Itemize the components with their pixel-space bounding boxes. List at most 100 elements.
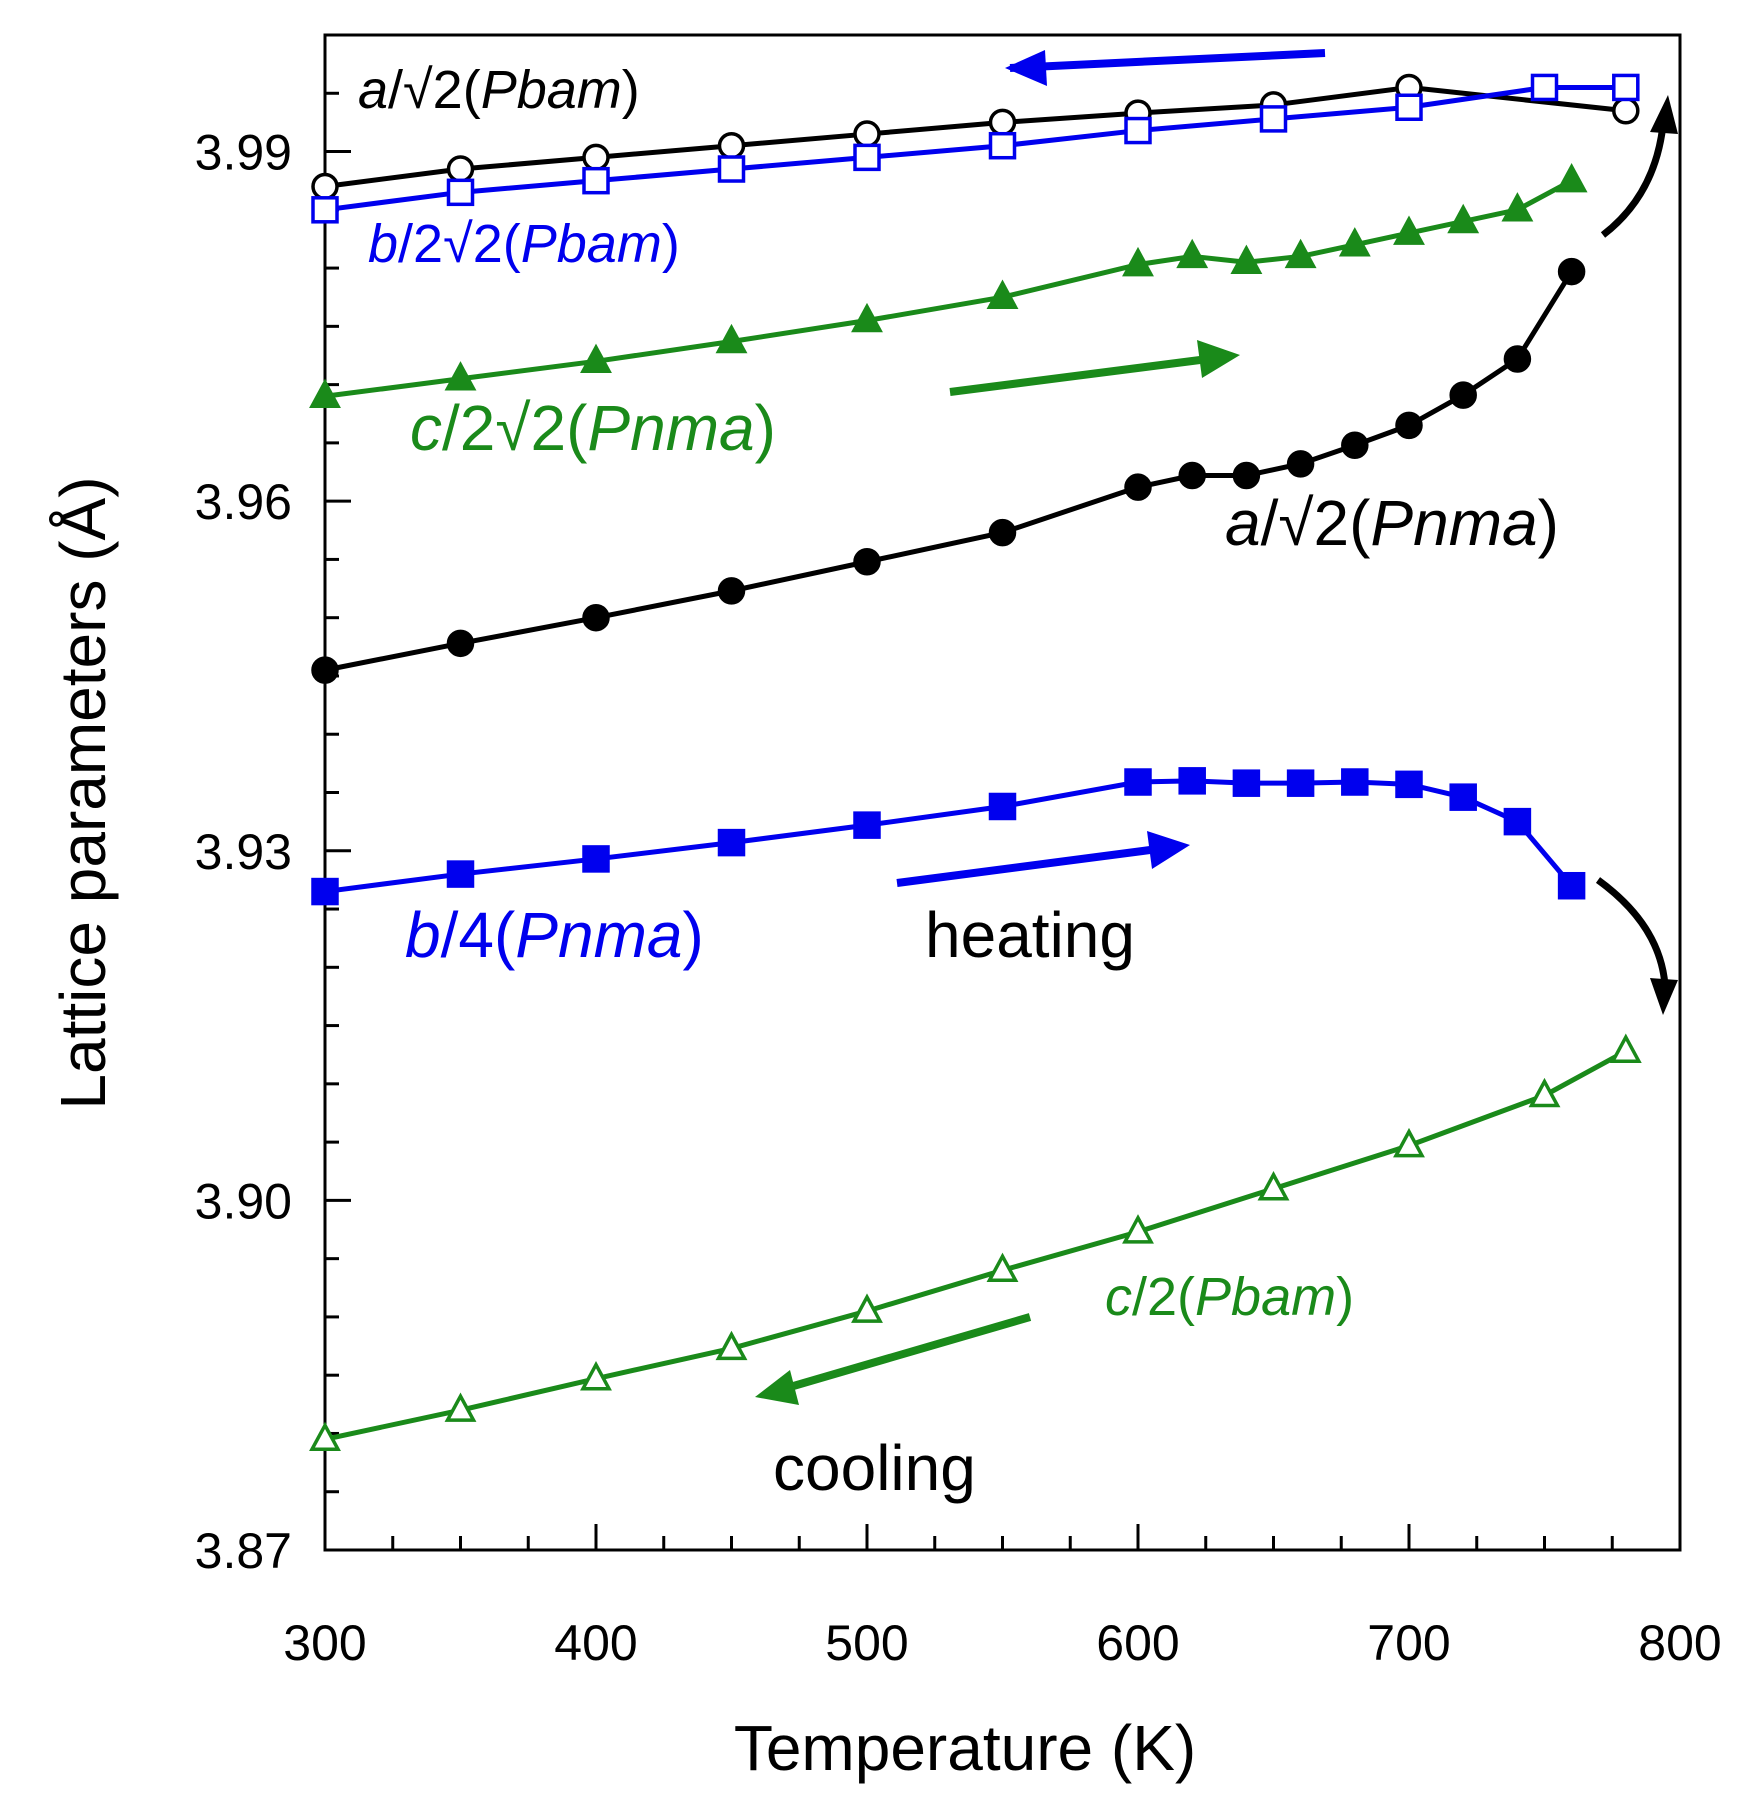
cooling-arrow-top-head xyxy=(1005,50,1047,86)
transition-arrow-top xyxy=(1600,124,1667,238)
data-point xyxy=(1528,1077,1561,1108)
y-axis-title: Lattice parameters (Å) xyxy=(47,476,119,1109)
x-tick-label: 700 xyxy=(1367,1615,1450,1671)
data-point xyxy=(1557,871,1586,900)
heating-arrow-green-head xyxy=(1197,340,1240,378)
data-point xyxy=(717,828,746,857)
y-tick-labels: 3.87 3.90 3.93 3.96 3.99 xyxy=(195,125,292,1579)
data-point xyxy=(311,656,339,684)
data-point xyxy=(1286,450,1315,478)
cooling-arrow-bottom-head xyxy=(755,1370,799,1405)
data-point xyxy=(582,166,610,195)
data-point xyxy=(988,518,1017,547)
data-point xyxy=(853,143,881,172)
label-a-pbam: a/√2(Pbam) xyxy=(358,60,640,120)
x-tick-labels: 300 400 500 600 700 800 xyxy=(283,1615,1721,1671)
label-c-pnma: c/2√2(Pnma) xyxy=(410,392,776,464)
data-point xyxy=(580,1361,612,1391)
data-point xyxy=(311,172,339,201)
series-line xyxy=(324,178,1573,399)
series-layer xyxy=(309,73,1642,1452)
data-point xyxy=(986,279,1019,309)
data-point xyxy=(444,1392,477,1422)
heating-arrow-green xyxy=(949,356,1201,396)
series-5 xyxy=(309,1033,1642,1452)
data-point xyxy=(1612,73,1640,102)
data-point xyxy=(446,155,475,183)
series-4 xyxy=(311,767,1586,906)
data-point xyxy=(1259,105,1288,133)
label-heating: heating xyxy=(925,899,1135,971)
data-point xyxy=(1230,244,1263,274)
y-tick-label: 3.87 xyxy=(195,1523,292,1579)
data-point xyxy=(1284,238,1317,269)
data-point xyxy=(1232,769,1261,797)
data-point xyxy=(309,1421,341,1452)
data-point xyxy=(1503,345,1532,373)
data-point xyxy=(1176,238,1209,269)
data-point xyxy=(853,548,881,576)
cooling-arrow-bottom xyxy=(788,1313,1032,1391)
data-point xyxy=(988,108,1017,137)
data-point xyxy=(580,343,612,374)
data-point xyxy=(582,143,610,172)
data-point xyxy=(1447,203,1480,234)
x-tick-label: 400 xyxy=(554,1615,637,1671)
data-point xyxy=(444,361,477,391)
series-1 xyxy=(311,73,1640,224)
series-line xyxy=(324,1049,1627,1442)
series-labels: a/√2(Pbam) b/2√2(Pbam) c/2√2(Pnma) a/√2(… xyxy=(358,60,1559,1504)
label-a-pnma: a/√2(Pnma) xyxy=(1225,487,1559,559)
data-point xyxy=(853,120,881,148)
data-point xyxy=(1557,257,1586,286)
data-point xyxy=(717,577,746,605)
heating-arrow-blue-head xyxy=(1147,831,1190,869)
data-point xyxy=(717,155,746,183)
data-point xyxy=(986,1252,1019,1283)
data-point xyxy=(582,603,610,632)
data-point xyxy=(1395,770,1423,799)
data-point xyxy=(1124,473,1152,501)
y-tick-label: 3.93 xyxy=(195,824,292,880)
heating-arrow-blue xyxy=(896,846,1151,887)
data-point xyxy=(1555,162,1588,193)
data-point xyxy=(1393,1127,1425,1158)
label-b-pbam: b/2√2(Pbam) xyxy=(368,214,680,274)
data-point xyxy=(1395,411,1423,440)
label-b-pnma: b/4(Pnma) xyxy=(405,899,704,971)
data-point xyxy=(446,629,475,658)
transition-arrow-bottom xyxy=(1595,877,1669,986)
data-point xyxy=(1503,807,1532,836)
series-line xyxy=(324,270,1574,673)
data-point xyxy=(715,323,748,354)
transition-arrow-top-head xyxy=(1650,95,1678,134)
data-point xyxy=(1232,461,1261,490)
data-point xyxy=(446,178,475,207)
data-point xyxy=(1122,246,1154,277)
data-point xyxy=(1122,1214,1154,1244)
data-point xyxy=(1395,93,1423,122)
data-point xyxy=(1449,381,1477,409)
x-tick-label: 500 xyxy=(825,1615,908,1671)
data-point xyxy=(1530,73,1559,102)
data-point xyxy=(1393,215,1425,245)
data-point xyxy=(1609,1033,1642,1063)
data-point xyxy=(1257,1171,1290,1201)
data-point xyxy=(851,1293,883,1323)
data-point xyxy=(1178,461,1206,490)
label-cooling: cooling xyxy=(773,1432,976,1504)
data-point xyxy=(446,860,475,888)
data-point xyxy=(1612,97,1640,125)
y-tick-label: 3.96 xyxy=(195,474,292,530)
data-point xyxy=(853,811,881,839)
data-point xyxy=(1178,767,1206,795)
y-tick-label: 3.90 xyxy=(195,1173,292,1229)
data-point xyxy=(1501,192,1534,222)
data-point xyxy=(715,1330,748,1361)
data-point xyxy=(1286,769,1315,797)
data-point xyxy=(1338,227,1371,257)
data-point xyxy=(1449,783,1477,811)
data-point xyxy=(988,792,1017,821)
data-point xyxy=(988,131,1017,160)
